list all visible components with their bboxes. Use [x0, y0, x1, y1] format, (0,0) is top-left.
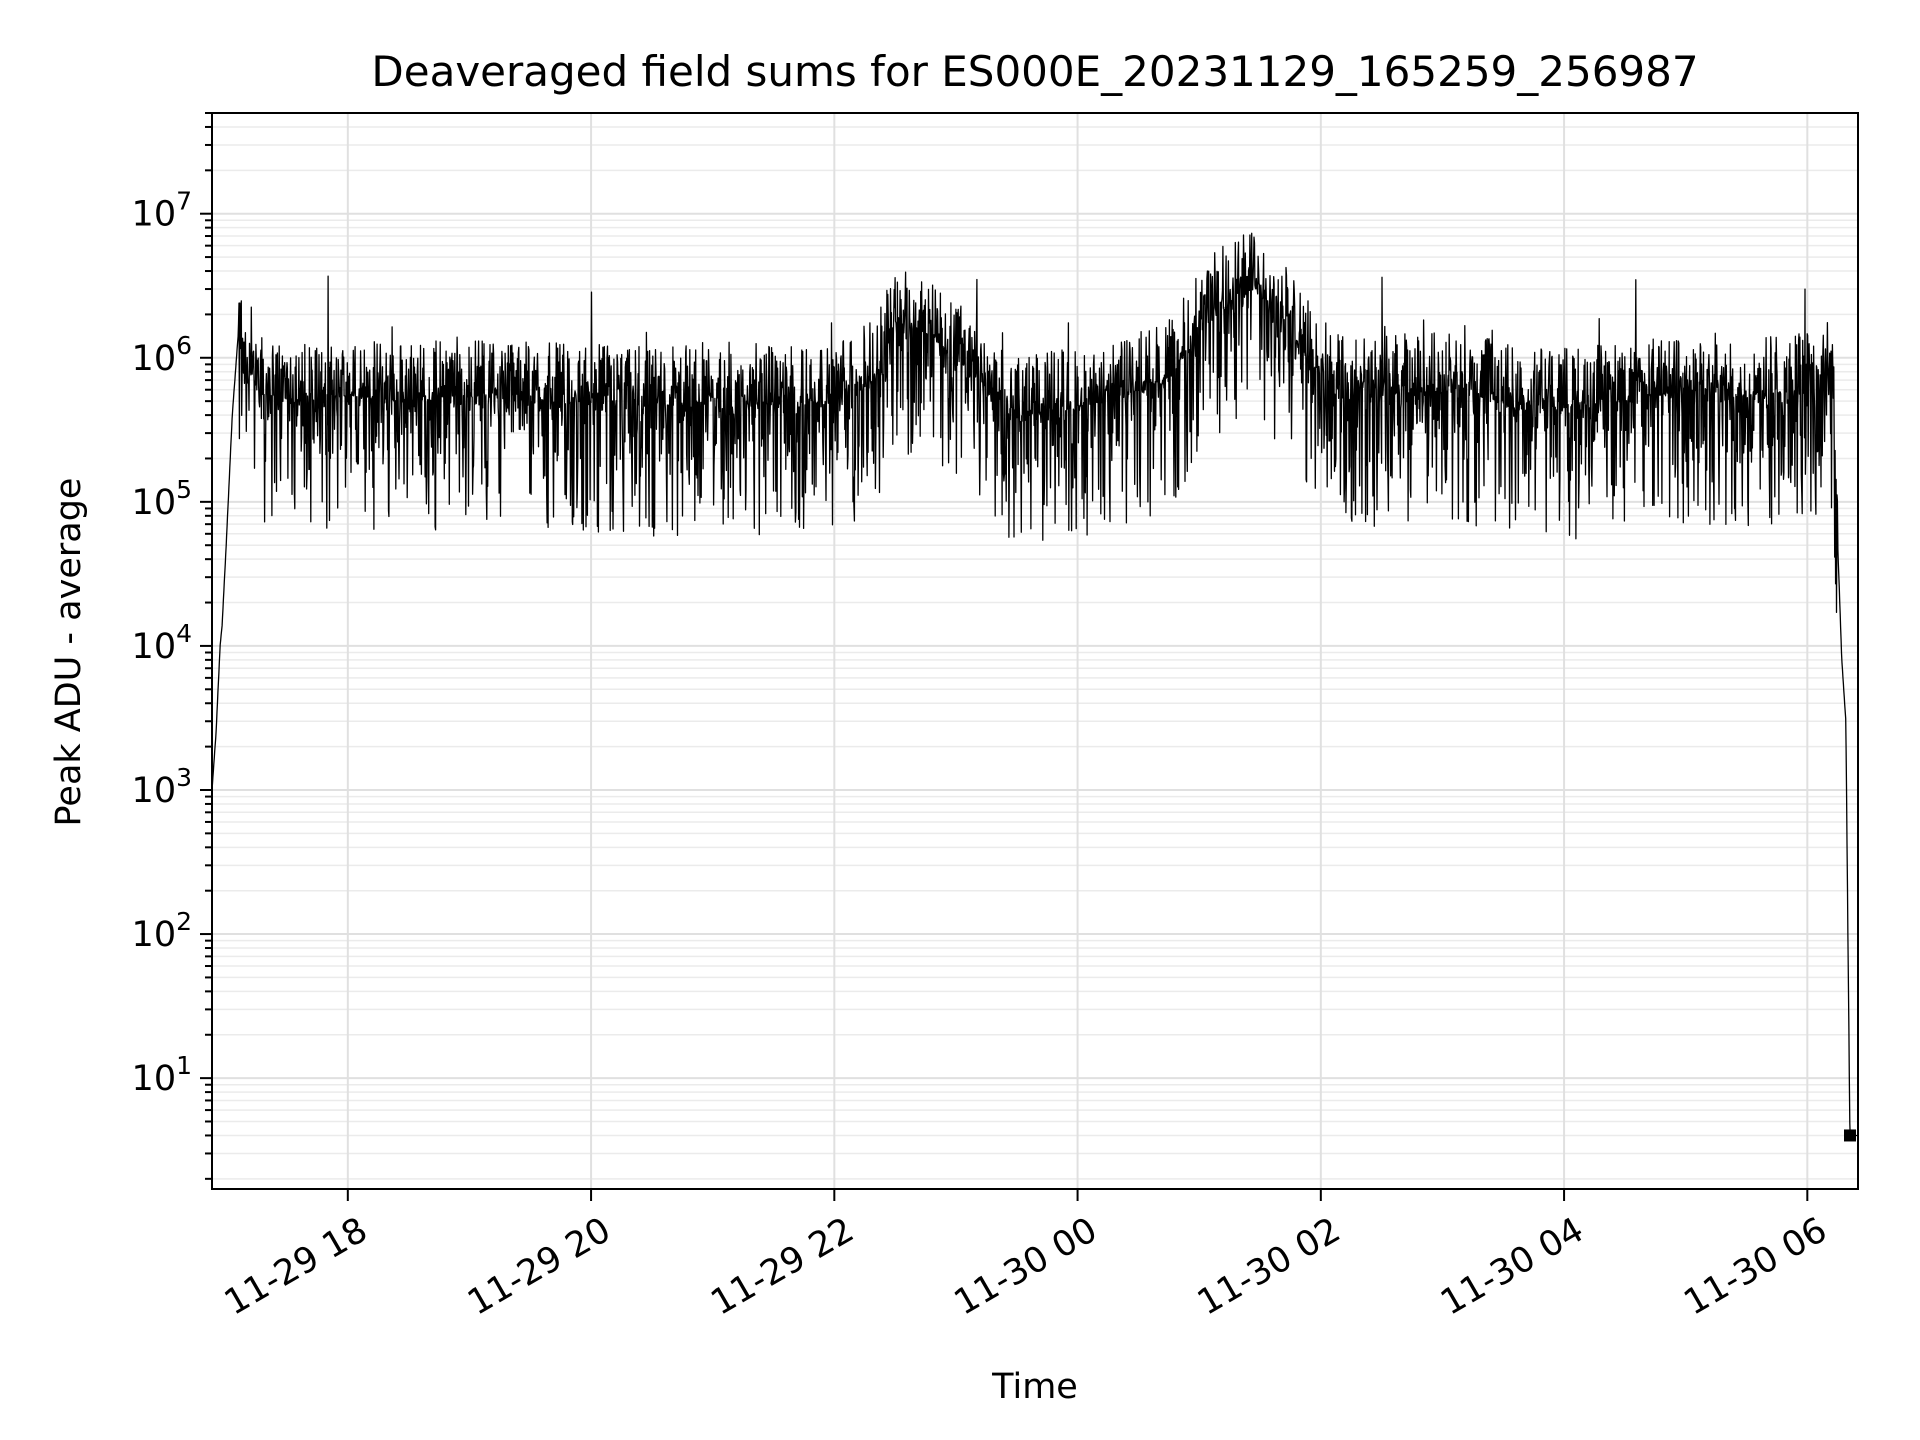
y-tick-base: 10: [132, 771, 177, 811]
y-tick-label: 102: [132, 907, 192, 955]
y-tick-exponent: 7: [176, 187, 192, 216]
y-tick-label: 103: [132, 763, 192, 811]
y-tick-label: 104: [132, 619, 192, 667]
y-axis-label: Peak ADU - average: [49, 478, 89, 827]
y-tick-exponent: 3: [176, 763, 192, 792]
y-tick-base: 10: [132, 339, 177, 379]
y-tick-exponent: 1: [176, 1051, 192, 1080]
series-line: [211, 232, 1859, 1137]
y-tick-base: 10: [132, 195, 177, 235]
y-tick-label: 107: [132, 187, 192, 235]
series-end-marker: [1844, 1129, 1856, 1142]
plot-area: [211, 232, 1859, 1142]
y-tick-base: 10: [132, 627, 177, 667]
y-tick-exponent: 5: [176, 475, 192, 504]
y-tick-base: 10: [132, 915, 177, 955]
plot-frame: [211, 112, 1859, 1190]
y-tick-exponent: 2: [176, 907, 192, 936]
y-tick-label: 105: [132, 475, 192, 523]
y-tick-exponent: 4: [176, 619, 192, 648]
chart-title: Deaveraged field sums for ES000E_2023112…: [371, 47, 1698, 96]
y-tick-label: 106: [132, 331, 192, 379]
y-tick-base: 10: [132, 1059, 177, 1099]
y-tick-label: 101: [132, 1051, 192, 1099]
y-tick-base: 10: [132, 483, 177, 523]
x-axis-label: Time: [991, 1367, 1078, 1407]
y-tick-exponent: 6: [176, 331, 192, 360]
